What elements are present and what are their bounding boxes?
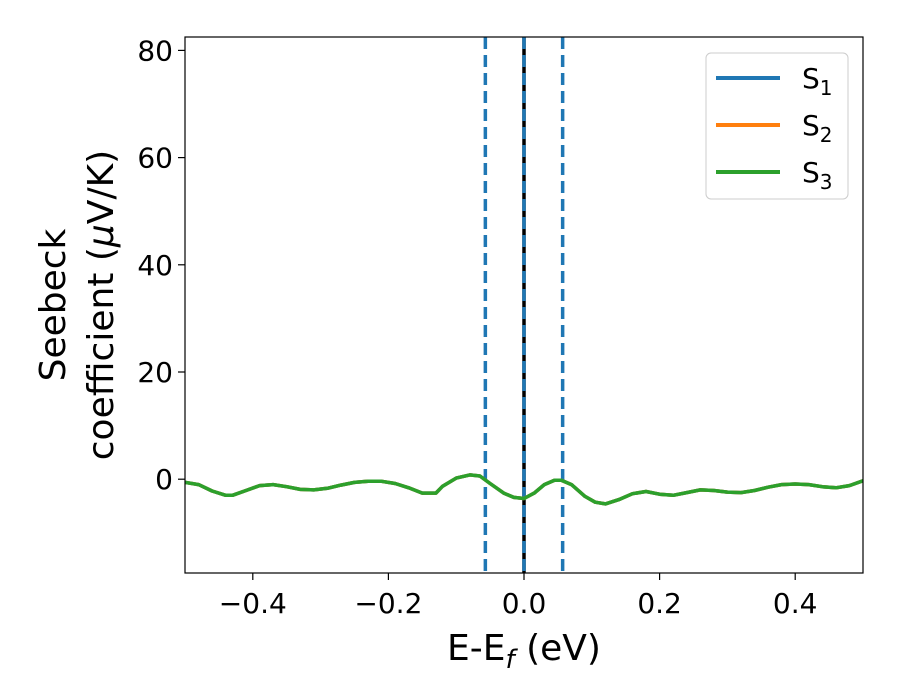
- y-axis-label-line1: Seebeck: [33, 228, 74, 381]
- y-tick-label: 0: [155, 463, 173, 496]
- x-tick-label: −0.4: [219, 587, 287, 620]
- y-tick-label: 80: [137, 34, 173, 67]
- y-axis-label: Seebeck coefficient (μV/K): [33, 150, 122, 460]
- legend-label-s2: S2: [802, 109, 833, 147]
- y-axis-label-line2: coefficient (μV/K): [81, 150, 122, 460]
- x-axis-ticks: −0.4 −0.2 0.0 0.2 0.4: [219, 573, 818, 620]
- x-tick-label: −0.2: [354, 587, 422, 620]
- x-tick-label: 0.2: [637, 587, 682, 620]
- legend: S1 S2 S3: [705, 52, 849, 200]
- series-lines: [185, 473, 863, 506]
- y-tick-label: 60: [137, 142, 173, 175]
- legend-label-s3: S3: [802, 156, 833, 194]
- x-axis-label: E-Ef (eV): [447, 628, 601, 675]
- y-tick-label: 20: [137, 356, 173, 389]
- y-axis-ticks: 0 20 40 60 80: [137, 34, 185, 496]
- x-tick-label: 0.4: [773, 587, 818, 620]
- vertical-lines: [483, 37, 565, 573]
- x-tick-label: 0.0: [502, 587, 547, 620]
- series-line-s3: [185, 473, 863, 506]
- legend-label-s1: S1: [802, 62, 833, 100]
- y-tick-label: 40: [137, 249, 173, 282]
